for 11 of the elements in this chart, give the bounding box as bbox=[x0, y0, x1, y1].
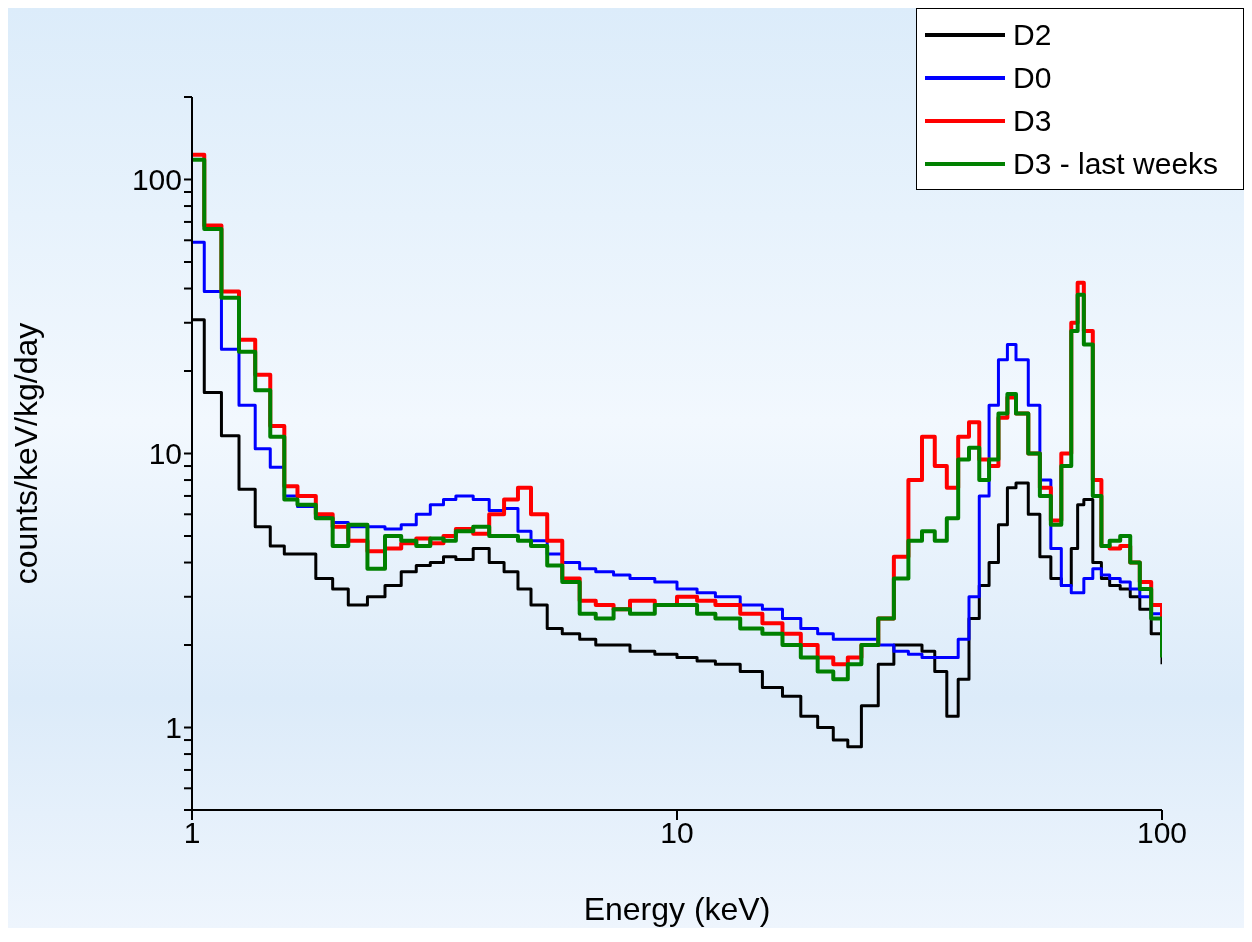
x-tick-label: 10 bbox=[660, 816, 694, 850]
y-tick-label: 10 bbox=[148, 437, 182, 471]
y-axis-title: counts/keV/kg/day bbox=[8, 322, 45, 585]
legend-label: D3 - last weeks bbox=[1013, 146, 1219, 181]
x-axis-title: Energy (keV) bbox=[583, 891, 771, 927]
y-tick-label: 1 bbox=[165, 711, 182, 745]
x-tick-label: 100 bbox=[1136, 816, 1188, 850]
legend-label: D3 bbox=[1013, 103, 1052, 138]
legend-label: D0 bbox=[1013, 60, 1052, 95]
y-tick-label: 100 bbox=[131, 163, 182, 197]
legend-label: D2 bbox=[1013, 17, 1052, 52]
